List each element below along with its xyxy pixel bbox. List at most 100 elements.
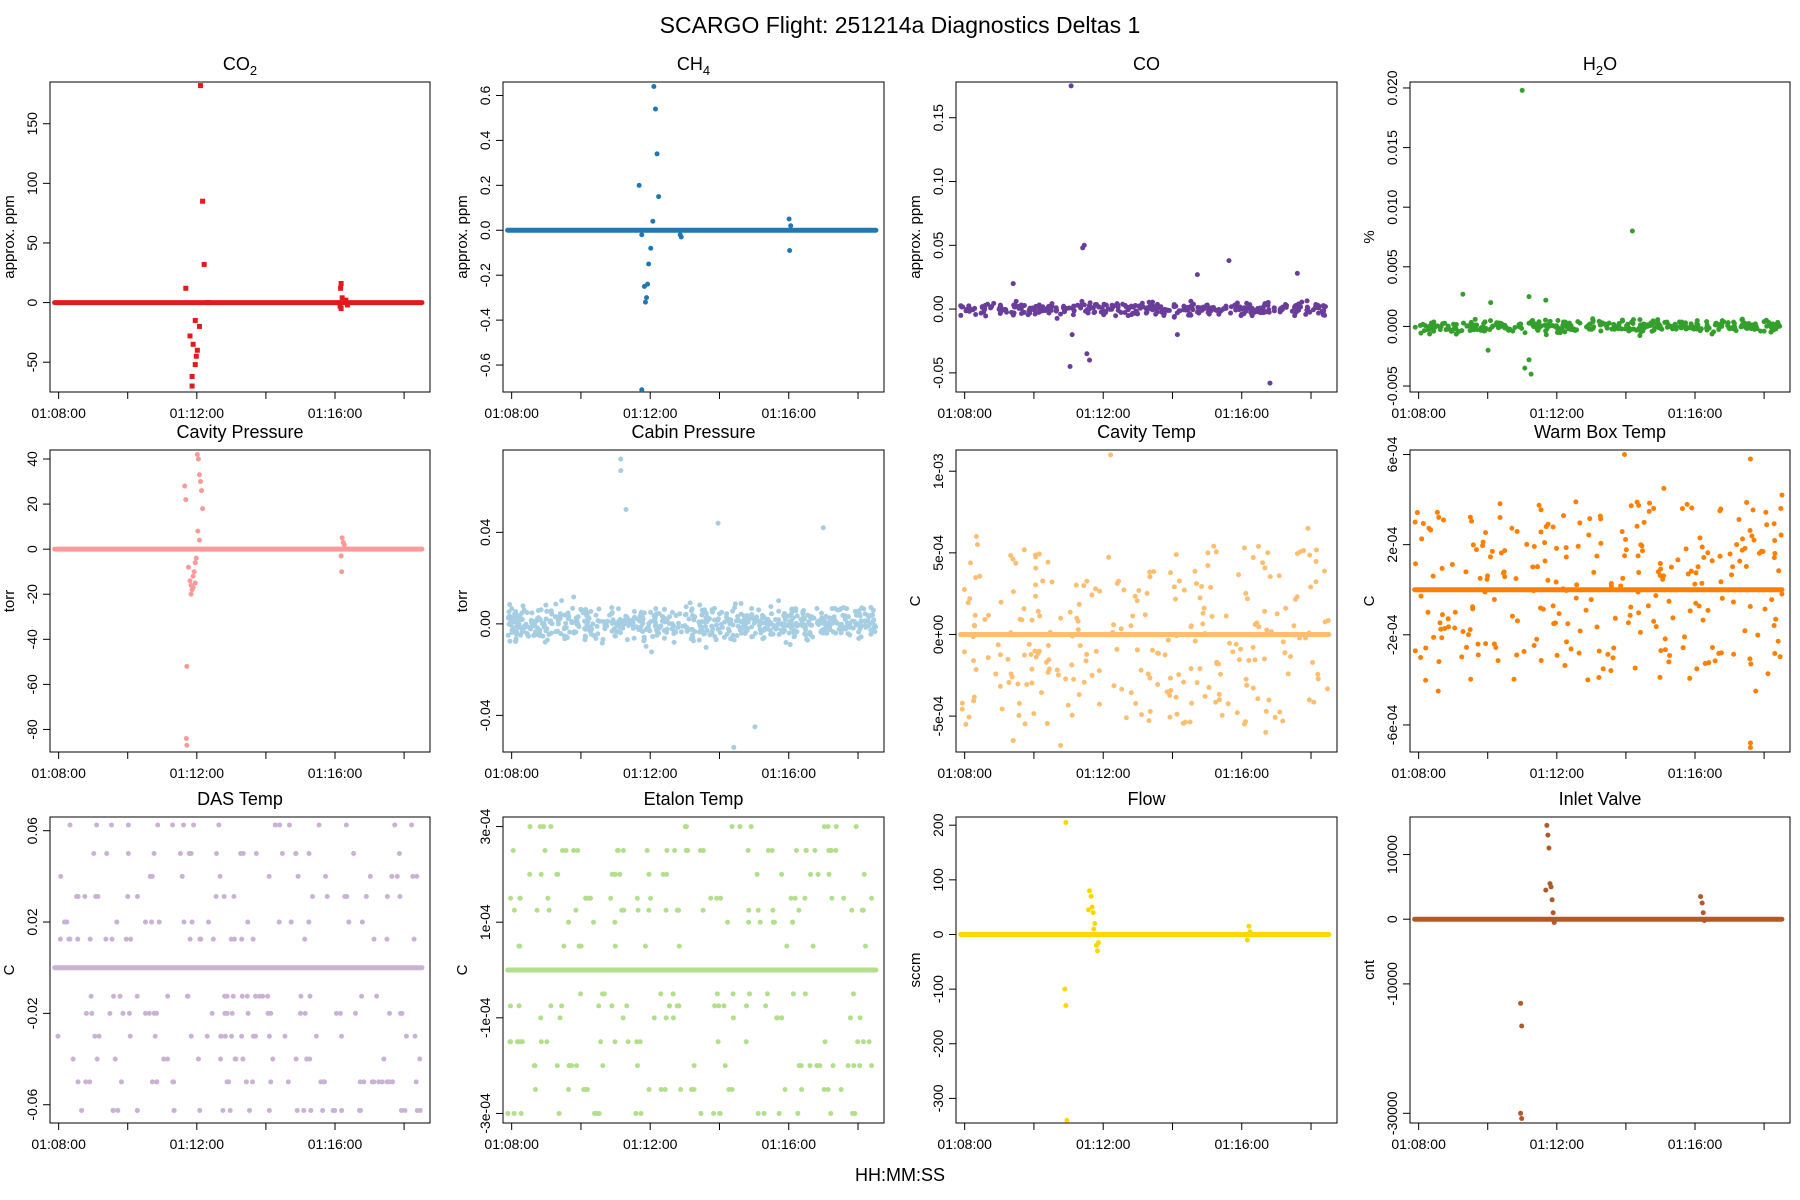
x-tick-label: 01:16:00 (762, 765, 817, 781)
data-point (581, 1087, 587, 1093)
data-point (664, 871, 670, 877)
data-point (1173, 552, 1179, 558)
data-point (833, 847, 839, 853)
y-tick-label: 0 (930, 930, 946, 938)
data-point (1442, 626, 1448, 632)
chart-title: Cavity Pressure (176, 422, 303, 442)
data-point (218, 1056, 224, 1062)
data-point (184, 742, 190, 748)
data-point (1015, 304, 1021, 310)
data-point (609, 871, 615, 877)
data-point (61, 919, 67, 925)
data-point (803, 632, 809, 638)
data-point (1497, 514, 1503, 520)
data-point (57, 936, 63, 942)
data-point (189, 383, 195, 389)
data-point (869, 1063, 875, 1069)
data-point (555, 621, 561, 627)
data-point (1058, 742, 1064, 748)
data-point (1472, 316, 1478, 322)
data-point (1751, 537, 1757, 543)
data-point (646, 871, 652, 877)
data-point (411, 936, 417, 942)
chart-title: DAS Temp (197, 789, 283, 809)
data-point (1418, 330, 1424, 336)
data-point (516, 1003, 522, 1009)
data-point (1209, 305, 1215, 311)
data-point (1771, 623, 1777, 629)
data-point (1168, 688, 1174, 694)
data-point (1105, 306, 1111, 312)
data-point (640, 616, 646, 622)
data-point (570, 605, 576, 611)
data-point (1487, 554, 1493, 560)
data-point (641, 638, 647, 644)
data-point (357, 1107, 363, 1113)
data-point (542, 639, 548, 645)
data-point (828, 1110, 834, 1116)
data-point (193, 353, 199, 359)
data-point (700, 847, 706, 853)
data-point (189, 374, 195, 379)
data-point (703, 610, 709, 616)
data-point (959, 700, 965, 706)
data-point (1075, 302, 1081, 308)
data-point (1265, 299, 1271, 305)
data-point (1653, 624, 1659, 630)
data-point (1029, 617, 1035, 623)
data-point (410, 873, 416, 879)
data-point (1017, 616, 1023, 622)
data-point (651, 1015, 657, 1021)
series-points (182, 452, 347, 748)
series-points (1062, 819, 1253, 1123)
data-point (971, 658, 977, 664)
data-point (721, 634, 727, 640)
data-point (1480, 539, 1486, 545)
data-point (403, 1033, 409, 1039)
data-point (566, 1063, 572, 1069)
y-tick-label: 0.00 (930, 295, 946, 322)
data-point (1046, 666, 1052, 672)
data-point (1071, 303, 1077, 309)
data-point (1777, 654, 1783, 660)
data-point (520, 603, 526, 609)
data-point (1577, 520, 1583, 526)
x-tick-label: 01:12:00 (1530, 405, 1585, 421)
data-point (602, 626, 608, 632)
data-point (188, 1033, 194, 1039)
data-point (1167, 714, 1173, 720)
y-axis-label: approx. ppm (1, 195, 18, 278)
data-point (739, 630, 745, 636)
data-point (1197, 666, 1203, 672)
data-point (1716, 324, 1722, 330)
data-point (517, 895, 523, 901)
data-point (656, 194, 662, 200)
data-point (1423, 677, 1429, 683)
data-point (1585, 323, 1591, 329)
data-point (324, 893, 330, 899)
data-point (1067, 363, 1073, 369)
data-point (67, 822, 73, 828)
data-point (582, 626, 588, 632)
data-point (765, 847, 771, 853)
data-point (87, 1079, 93, 1085)
data-point (1747, 603, 1753, 609)
x-tick-label: 01:16:00 (1668, 765, 1723, 781)
data-point (346, 919, 352, 925)
data-point (601, 991, 607, 997)
data-point (1709, 644, 1715, 650)
data-point (819, 610, 825, 616)
data-point (591, 919, 597, 925)
data-point (1685, 571, 1691, 577)
data-point (218, 1033, 224, 1039)
data-point (1111, 683, 1117, 689)
data-point (1266, 697, 1272, 703)
data-point (414, 1107, 420, 1113)
series-points (505, 824, 875, 1116)
data-point (1687, 675, 1693, 681)
data-point (1144, 590, 1150, 596)
x-tick-label: 01:08:00 (937, 1136, 992, 1152)
series-points (958, 83, 1328, 386)
